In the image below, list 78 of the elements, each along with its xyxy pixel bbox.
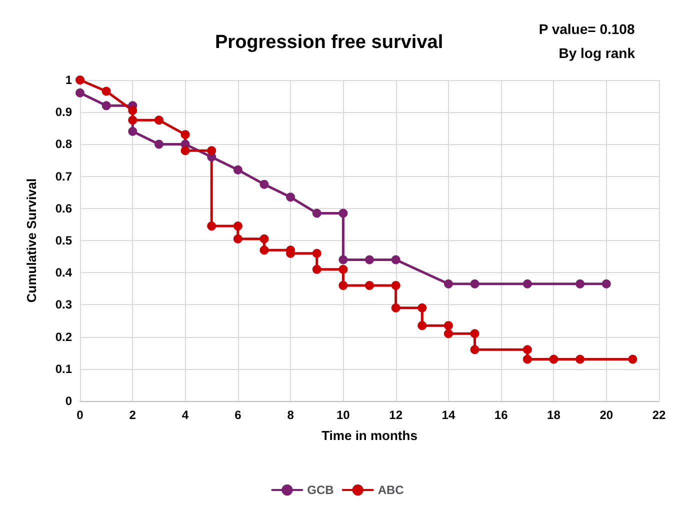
point (576, 279, 585, 288)
x-tick-label: 14 (442, 408, 456, 422)
point (418, 303, 427, 312)
y-tick-label: 0.6 (55, 201, 72, 216)
y-tick-label: 1 (65, 73, 72, 87)
x-tick-label: 18 (547, 408, 561, 422)
point (391, 303, 400, 312)
point (180, 130, 190, 140)
y-tick-label: 0.9 (55, 105, 72, 120)
x-tick-label: 20 (600, 408, 614, 422)
point (549, 354, 558, 364)
point (470, 279, 480, 288)
point (576, 354, 585, 364)
y-tick-label: 0 (65, 394, 72, 408)
point (233, 234, 242, 244)
point (338, 208, 348, 218)
y-tick-label: 0.8 (55, 137, 72, 152)
point (102, 101, 111, 110)
point (76, 76, 84, 84)
y-tick-label: 0.7 (55, 169, 72, 184)
point (365, 255, 374, 264)
point (207, 222, 216, 231)
x-tick-label: 2 (129, 408, 136, 422)
y-tick-label: 0.4 (55, 266, 72, 280)
point (286, 192, 296, 202)
y-tick-label: 0.2 (55, 330, 72, 344)
point (312, 208, 322, 218)
point (470, 345, 480, 354)
x-tick-label: 8 (287, 408, 294, 422)
point (154, 140, 164, 149)
point (444, 329, 453, 338)
point (522, 354, 532, 364)
legend-label: GCB (307, 483, 334, 497)
point (312, 264, 322, 274)
x-tick-label: 6 (234, 408, 242, 422)
legend-label: ABC (378, 483, 404, 497)
y-axis-title: Cumulative Survival (24, 178, 39, 303)
point (260, 180, 269, 189)
point (602, 279, 611, 288)
text: By log rank (558, 45, 636, 61)
point (312, 248, 322, 258)
point (260, 246, 269, 255)
point (418, 321, 427, 330)
point (76, 88, 84, 98)
point (154, 116, 164, 125)
point (128, 106, 138, 115)
x-axis-title: Time in months (322, 428, 418, 443)
point (207, 146, 216, 156)
x-tick-label: 10 (336, 408, 350, 422)
chart-title: Progression free survival (215, 32, 444, 53)
y-tick-label: 0.3 (55, 298, 72, 312)
point (628, 354, 638, 364)
point (470, 329, 480, 338)
point (102, 86, 111, 96)
x-tick-label: 4 (182, 408, 189, 422)
x-tick-label: 12 (389, 408, 403, 422)
point (233, 222, 242, 231)
x-tick-label: 0 (76, 408, 84, 422)
point (128, 126, 138, 136)
point (338, 255, 348, 264)
y-tick-label: 0.5 (55, 234, 72, 248)
point (391, 280, 400, 290)
point (338, 264, 348, 274)
point (391, 255, 400, 264)
point (522, 345, 532, 354)
point (180, 146, 190, 156)
text: P value= 0.108 (538, 21, 635, 37)
point (233, 165, 242, 174)
point (444, 279, 453, 288)
point (128, 116, 138, 125)
point (365, 280, 374, 290)
x-tick-label: 16 (494, 408, 508, 422)
y-tick-label: 0.1 (55, 362, 72, 376)
x-tick-label: 22 (652, 408, 666, 422)
point (260, 234, 269, 244)
point (338, 280, 348, 290)
point (522, 279, 532, 288)
point (444, 321, 453, 330)
